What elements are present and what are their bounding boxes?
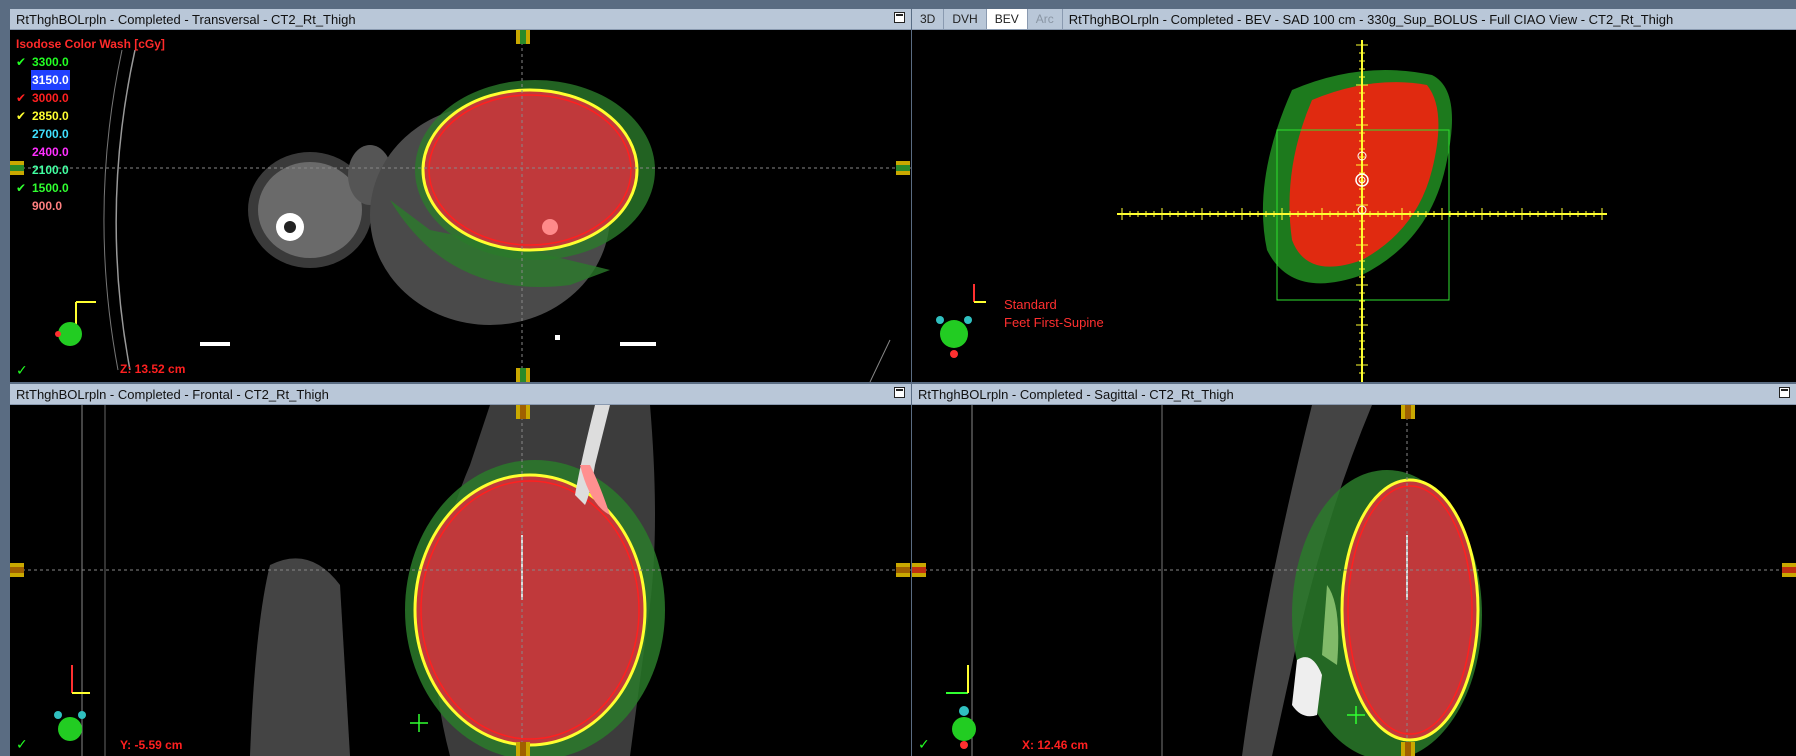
isodose-level-row[interactable]: 900.0: [16, 197, 165, 215]
tab-arc[interactable]: Arc: [1028, 9, 1063, 29]
orientation-man-icon: [936, 284, 986, 358]
frontal-view[interactable]: ✓ Y: -5.59 cm: [10, 405, 911, 756]
maximize-icon[interactable]: [894, 12, 905, 23]
orientation-man-icon: [946, 665, 976, 749]
maximize-icon[interactable]: [1779, 387, 1790, 398]
checkmark-icon[interactable]: ✔: [16, 91, 27, 105]
isodose-level-value: 2700.0: [32, 127, 69, 141]
isodose-level-value: 2850.0: [32, 109, 69, 123]
isodose-level-value: 3000.0: [32, 91, 69, 105]
sagittal-image: [912, 405, 1796, 756]
transversal-view[interactable]: Isodose Color Wash [cGy] ✔ 3300.0 3150.0 ✔ 3…: [10, 30, 911, 382]
checkmark-icon[interactable]: ✔: [16, 109, 27, 123]
bev-titlebar: 3D DVH BEV Arc RtThghBOLrpln - Completed…: [912, 9, 1796, 30]
status-check-icon: ✓: [16, 736, 28, 752]
bev-image: [1117, 40, 1607, 382]
transversal-titlebar: RtThghBOLrpln - Completed - Transversal …: [10, 9, 911, 30]
y-coordinate: Y: -5.59 cm: [120, 738, 183, 752]
isodose-level-row[interactable]: 2700.0: [16, 125, 165, 143]
isodose-level-value: 2400.0: [32, 145, 69, 159]
x-coordinate: X: 12.46 cm: [1022, 738, 1089, 752]
isodose-level-value: 1500.0: [32, 181, 69, 195]
frontal-titlebar: RtThghBOLrpln - Completed - Frontal - CT…: [10, 384, 911, 405]
isodose-level-row[interactable]: 2400.0: [16, 143, 165, 161]
isodose-level-row[interactable]: ✔ 3300.0: [16, 53, 165, 71]
isodose-level-row[interactable]: ✔ 1500.0: [16, 179, 165, 197]
transversal-image: [10, 30, 911, 382]
frontal-panel[interactable]: RtThghBOLrpln - Completed - Frontal - CT…: [10, 384, 911, 756]
frontal-title: RtThghBOLrpln - Completed - Frontal - CT…: [16, 386, 329, 402]
view-tabs: 3D DVH BEV Arc: [912, 9, 1063, 29]
orientation-man-icon: [54, 665, 90, 741]
bev-view[interactable]: Standard Feet First-Supine: [912, 30, 1796, 382]
isodose-level-value: 2100.0: [32, 163, 69, 177]
isodose-level-row[interactable]: 3150.0: [16, 70, 165, 90]
sagittal-titlebar: RtThghBOLrpln - Completed - Sagittal - C…: [912, 384, 1796, 405]
tab-bev[interactable]: BEV: [986, 9, 1028, 29]
status-check-icon: ✓: [16, 362, 28, 378]
checkmark-icon[interactable]: ✔: [16, 181, 27, 195]
sagittal-panel[interactable]: RtThghBOLrpln - Completed - Sagittal - C…: [912, 384, 1796, 756]
isodose-level-value: 3300.0: [32, 55, 69, 69]
isodose-level-row[interactable]: ✔ 3000.0: [16, 89, 165, 107]
isodose-level-row[interactable]: ✔ 2850.0: [16, 107, 165, 125]
sagittal-title: RtThghBOLrpln - Completed - Sagittal - C…: [918, 386, 1234, 402]
isodose-level-value: 900.0: [32, 199, 63, 213]
orientation-man-icon: [55, 301, 96, 346]
isodose-legend: Isodose Color Wash [cGy] ✔ 3300.0 3150.0 ✔ 3…: [16, 35, 165, 215]
transversal-title: RtThghBOLrpln - Completed - Transversal …: [16, 11, 356, 27]
transversal-panel[interactable]: RtThghBOLrpln - Completed - Transversal …: [10, 9, 911, 382]
orientation-line2: Feet First-Supine: [1004, 315, 1104, 330]
orientation-label: Standard Feet First-Supine: [1004, 296, 1104, 332]
maximize-icon[interactable]: [894, 387, 905, 398]
checkmark-icon[interactable]: ✔: [16, 55, 27, 69]
orientation-line1: Standard: [1004, 297, 1057, 312]
tab-dvh[interactable]: DVH: [944, 9, 987, 29]
isodose-level-row[interactable]: 2100.0: [16, 161, 165, 179]
status-check-icon: ✓: [918, 736, 930, 752]
sagittal-view[interactable]: ✓ X: 12.46 cm: [912, 405, 1796, 756]
isodose-header: Isodose Color Wash [cGy]: [16, 37, 165, 51]
bev-title: RtThghBOLrpln - Completed - BEV - SAD 10…: [1068, 11, 1674, 27]
z-coordinate: Z: 13.52 cm: [120, 362, 186, 376]
bev-panel[interactable]: 3D DVH BEV Arc RtThghBOLrpln - Completed…: [912, 9, 1796, 382]
isodose-level-value: 3150.0: [31, 70, 70, 90]
tab-3d[interactable]: 3D: [912, 9, 945, 29]
frontal-image: [10, 405, 911, 756]
